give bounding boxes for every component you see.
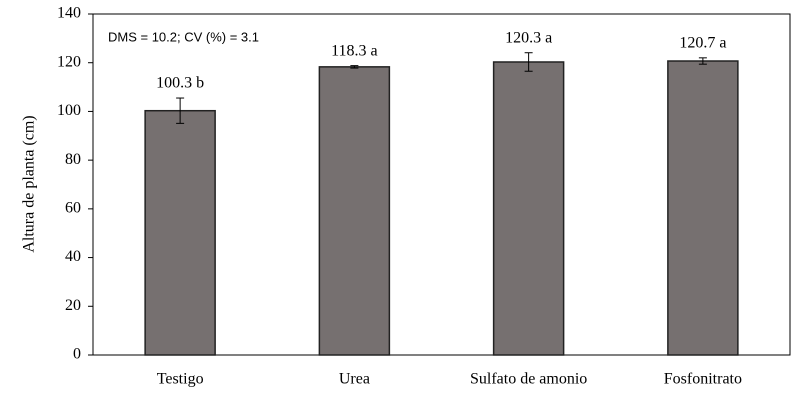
error-bar bbox=[524, 52, 533, 72]
y-tick-label: 100 bbox=[57, 102, 81, 119]
x-tick-label: Testigo bbox=[157, 371, 204, 388]
y-tick-label: 20 bbox=[65, 297, 81, 314]
bar bbox=[492, 61, 565, 356]
y-tick-label: 0 bbox=[73, 346, 81, 363]
value-label: 120.3 a bbox=[505, 29, 552, 46]
error-bar bbox=[176, 97, 185, 124]
x-tick-label: Fosfonitrato bbox=[664, 371, 742, 388]
y-tick-label: 80 bbox=[65, 151, 81, 168]
bar bbox=[144, 109, 216, 356]
error-bar bbox=[698, 57, 707, 65]
y-tick-label: 40 bbox=[65, 248, 81, 265]
plot-frame bbox=[92, 13, 791, 356]
annotation: DMS = 10.2; CV (%) = 3.1 bbox=[108, 29, 259, 44]
bar bbox=[318, 66, 391, 356]
bar bbox=[667, 60, 739, 356]
value-label: 120.7 a bbox=[679, 35, 726, 52]
x-tick-label: Sulfato de amonio bbox=[470, 371, 587, 388]
value-label: 118.3 a bbox=[331, 42, 378, 59]
y-tick-label: 60 bbox=[65, 200, 81, 217]
y-tick-label: 120 bbox=[57, 53, 81, 70]
x-tick-label: Urea bbox=[339, 371, 370, 388]
y-axis-label: Altura de planta (cm) bbox=[21, 115, 38, 252]
y-tick-label: 140 bbox=[57, 5, 81, 22]
value-label: 100.3 b bbox=[156, 75, 204, 92]
error-bar bbox=[350, 65, 359, 69]
